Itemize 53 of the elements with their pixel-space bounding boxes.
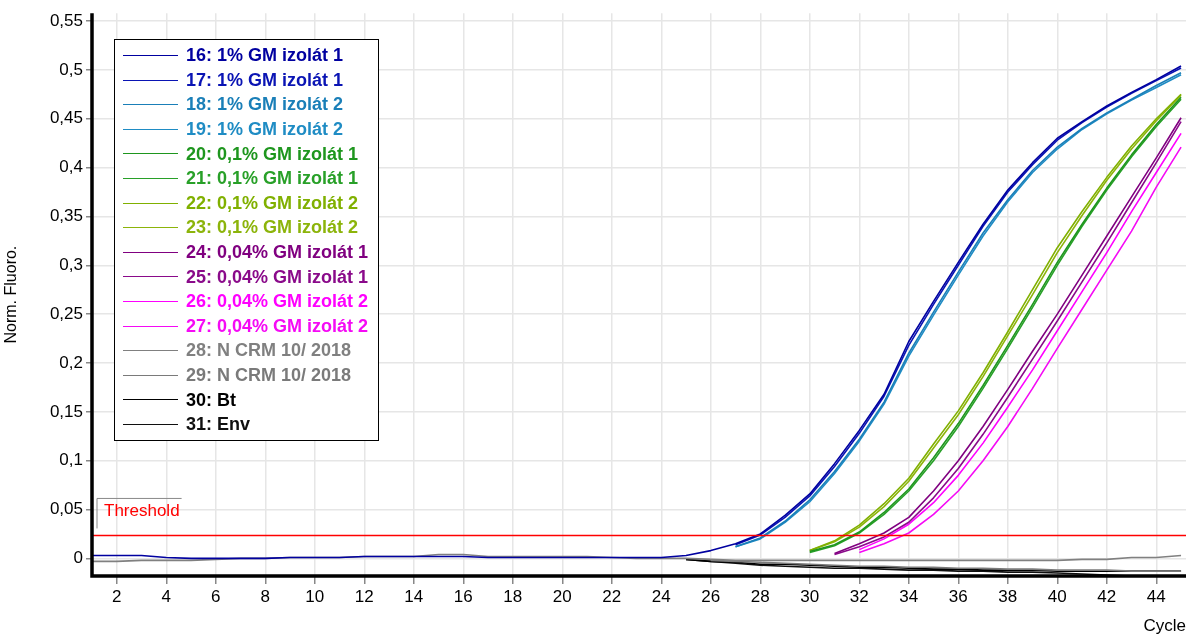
x-tick-label: 42: [1097, 586, 1117, 606]
y-tick-label: 0,4: [59, 157, 83, 177]
y-tick-label: 0,1: [59, 450, 83, 470]
x-tick-label: 22: [602, 586, 622, 606]
y-axis-title: Norm. Fluoro.: [2, 245, 20, 344]
y-tick-label: 0,05: [49, 499, 83, 519]
legend-label: 27: 0,04% GM izolát 2: [186, 314, 369, 338]
x-tick-label: 30: [800, 586, 820, 606]
legend-label: 29: N CRM 10/ 2018: [186, 363, 352, 387]
x-tick-label: 14: [404, 586, 424, 606]
y-tick-label: 0: [73, 548, 83, 568]
x-tick-label: 8: [260, 586, 270, 606]
x-tick-label: 32: [849, 586, 869, 606]
legend-label: 28: N CRM 10/ 2018: [186, 339, 352, 363]
legend-label: 17: 1% GM izolát 1: [186, 68, 344, 92]
ref-line-label: Threshold: [104, 501, 180, 521]
x-tick-label: 12: [354, 586, 374, 606]
legend-label: 22: 0,1% GM izolát 2: [186, 191, 359, 215]
x-tick-label: 18: [503, 586, 523, 606]
y-tick-label: 0,35: [49, 206, 83, 226]
x-tick-label: 38: [998, 586, 1018, 606]
legend-label: 25: 0,04% GM izolát 1: [186, 265, 369, 289]
y-tick-label: 0,5: [59, 59, 83, 79]
x-tick-label: 34: [899, 586, 919, 606]
y-tick-label: 0,15: [49, 401, 83, 421]
x-tick-label: 40: [1047, 586, 1067, 606]
x-tick-label: 24: [651, 586, 671, 606]
legend-label: 19: 1% GM izolát 2: [186, 117, 344, 141]
y-tick-label: 0,3: [59, 254, 83, 274]
x-tick-label: 4: [161, 586, 171, 606]
x-tick-label: 28: [750, 586, 770, 606]
legend-label: 16: 1% GM izolát 1: [186, 44, 344, 68]
x-tick-label: 2: [112, 586, 122, 606]
x-tick-label: 6: [211, 586, 221, 606]
x-tick-label: 10: [305, 586, 325, 606]
x-axis-title: Cycle: [1143, 616, 1186, 636]
legend-label: 26: 0,04% GM izolát 2: [186, 290, 369, 314]
legend-label: 18: 1% GM izolát 2: [186, 93, 344, 117]
x-tick-label: 44: [1146, 586, 1166, 606]
y-tick-label: 0,45: [49, 108, 83, 128]
y-tick-label: 0,55: [49, 10, 83, 30]
x-tick-label: 26: [701, 586, 721, 606]
legend-label: 23: 0,1% GM izolát 2: [186, 216, 359, 240]
legend-label: 21: 0,1% GM izolát 1: [186, 167, 359, 191]
y-tick-label: 0,2: [59, 352, 83, 372]
legend-label: 30: Bt: [186, 388, 237, 412]
y-tick-label: 0,25: [49, 303, 83, 323]
legend-label: 20: 0,1% GM izolát 1: [186, 142, 359, 166]
x-tick-label: 20: [552, 586, 572, 606]
legend-label: 24: 0,04% GM izolát 1: [186, 240, 369, 264]
legend-label: 31: Env: [186, 413, 251, 437]
x-tick-label: 36: [948, 586, 968, 606]
x-tick-label: 16: [453, 586, 473, 606]
